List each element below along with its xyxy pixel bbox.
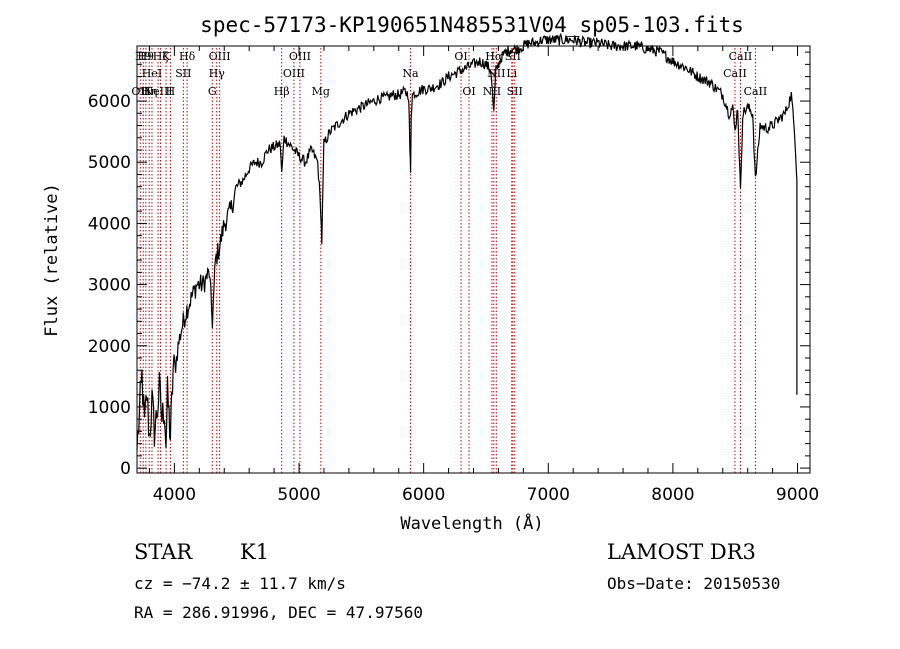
observation-date: Obs−Date: 20150530 (607, 574, 781, 593)
y-tick-label: 1000 (88, 398, 131, 418)
spectral-line-label: Na (402, 67, 419, 80)
spectral-line-label: CaII (729, 50, 753, 63)
spectral-line-label: H (166, 85, 176, 98)
spectral-line-label: SII (175, 67, 191, 80)
x-axis-label: Wavelength (Å) (400, 512, 543, 534)
y-tick-label: 3000 (88, 276, 131, 296)
x-tick-label: 8000 (651, 485, 694, 505)
spectral-line-label: Hη (141, 85, 157, 98)
spectral-line-label: Hα (485, 50, 503, 63)
spectral-line-label: OIII (283, 67, 305, 80)
spectral-line-label: Hβ (274, 85, 290, 98)
spectral-line-label: H9 (138, 50, 155, 63)
coordinates: RA = 286.91996, DEC = 47.97560 (134, 603, 423, 622)
spectral-line-label: K (162, 50, 171, 63)
y-axis-label: Flux (relative) (42, 183, 62, 337)
y-tick-label: 2000 (88, 337, 131, 357)
x-tick-label: 4000 (153, 485, 196, 505)
spectral-line-label: Mg (312, 85, 330, 98)
x-tick-label: 5000 (277, 485, 320, 505)
y-tick-label: 5000 (88, 153, 131, 173)
spectrum-series-line (136, 32, 798, 450)
spectral-line-label: SII (507, 85, 523, 98)
plot-frame (136, 45, 811, 474)
y-tick-label: 4000 (88, 214, 131, 234)
x-tick-label: 7000 (527, 485, 570, 505)
spectral-line-label: OII (131, 85, 149, 98)
axis-ticks (137, 46, 810, 473)
y-tick-label: 0 (120, 459, 131, 479)
spectral-line-label: CaII (744, 85, 768, 98)
spectral-line-label: Hγ (209, 67, 226, 80)
axis-tick-labels: 4000 5000 6000 7000 8000 9000 0 1000 2000 3000 400… (88, 92, 819, 505)
y-tick-label: 6000 (88, 92, 131, 112)
spectral-line-label: OIII (209, 50, 231, 63)
spectral-line-label: OI (454, 50, 467, 63)
object-subclass: K1 (240, 540, 270, 564)
spectral-line-label: Li (506, 67, 517, 80)
spectral-line-label: OIII (289, 50, 311, 63)
spectral-line-label: H9 (135, 50, 152, 63)
spectral-line-label: NeIII (143, 85, 172, 98)
x-tick-label: 9000 (776, 485, 819, 505)
spectral-line-label: HeI (142, 67, 162, 80)
spectral-line-label: OI (462, 85, 475, 98)
spectral-line-label: CaII (723, 67, 747, 80)
redshift-cz: cz = −74.2 ± 11.7 km/s (134, 574, 346, 593)
spectral-line-label: Hζ (153, 50, 169, 63)
spectral-line-label: G (208, 85, 217, 98)
chart-title: spec-57173-KP190651N485531V04_sp05-103.f… (200, 13, 744, 37)
object-class: STAR (134, 540, 193, 564)
spectral-line-label: Hδ (179, 50, 196, 63)
x-tick-label: 6000 (402, 485, 445, 505)
spectral-line-markers (139, 48, 756, 473)
survey-name: LAMOST DR3 (607, 540, 756, 564)
